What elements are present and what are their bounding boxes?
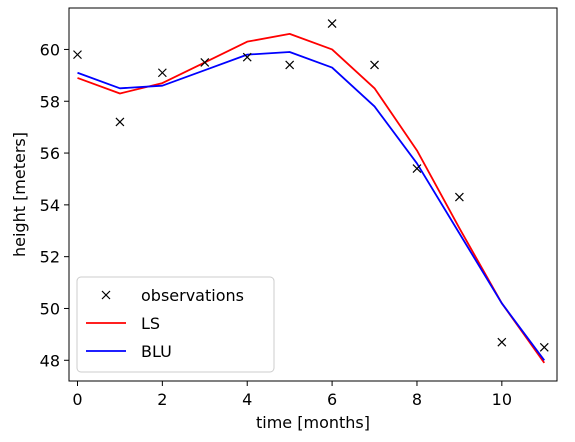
observation-point xyxy=(370,60,379,70)
observation-point xyxy=(497,337,507,347)
legend-box xyxy=(76,276,275,373)
observation-point xyxy=(327,19,337,28)
y-tick-label: 58 xyxy=(40,92,60,111)
y-tick-label: 56 xyxy=(40,144,60,163)
y-tick-label: 54 xyxy=(40,196,60,215)
y-tick-label: 50 xyxy=(40,299,60,318)
series-line-ls xyxy=(77,33,546,364)
series-line-blu xyxy=(77,51,545,361)
legend-entry-ls: LS xyxy=(86,314,160,333)
observation-point xyxy=(157,68,167,78)
plot-layer xyxy=(73,19,549,364)
x-tick-label: 4 xyxy=(242,390,252,409)
legend-entry-observations: observations xyxy=(101,286,244,305)
x-tick-label: 6 xyxy=(327,390,337,409)
observation-point xyxy=(73,50,82,60)
observation-point xyxy=(115,117,125,127)
legend-label: LS xyxy=(141,314,160,333)
observation-point xyxy=(242,52,252,62)
legend-label: BLU xyxy=(141,342,172,361)
y-tick-label: 48 xyxy=(40,351,60,370)
legend-entry-blu: BLU xyxy=(86,342,172,361)
x-tick-label: 10 xyxy=(492,390,512,409)
observation-point xyxy=(539,342,549,352)
x-axis-label: time [months] xyxy=(256,413,370,432)
y-tick-label: 60 xyxy=(40,40,60,59)
y-axis-label: height [meters] xyxy=(10,132,29,257)
observation-point xyxy=(285,60,295,70)
x-tick-label: 0 xyxy=(72,390,82,409)
legend-label: observations xyxy=(141,286,244,305)
axes-layer: 0 2 4 6 8 10 48 50 52 54 56 58 60 xyxy=(40,7,558,409)
observation-point xyxy=(200,57,210,67)
y-tick-label: 52 xyxy=(40,248,60,267)
legend: observations LS BLU xyxy=(76,276,275,373)
observation-point xyxy=(454,192,464,202)
x-tick-label: 2 xyxy=(157,390,167,409)
plot-frame xyxy=(68,7,558,382)
x-tick-label: 8 xyxy=(412,390,422,409)
observation-point xyxy=(412,164,422,174)
